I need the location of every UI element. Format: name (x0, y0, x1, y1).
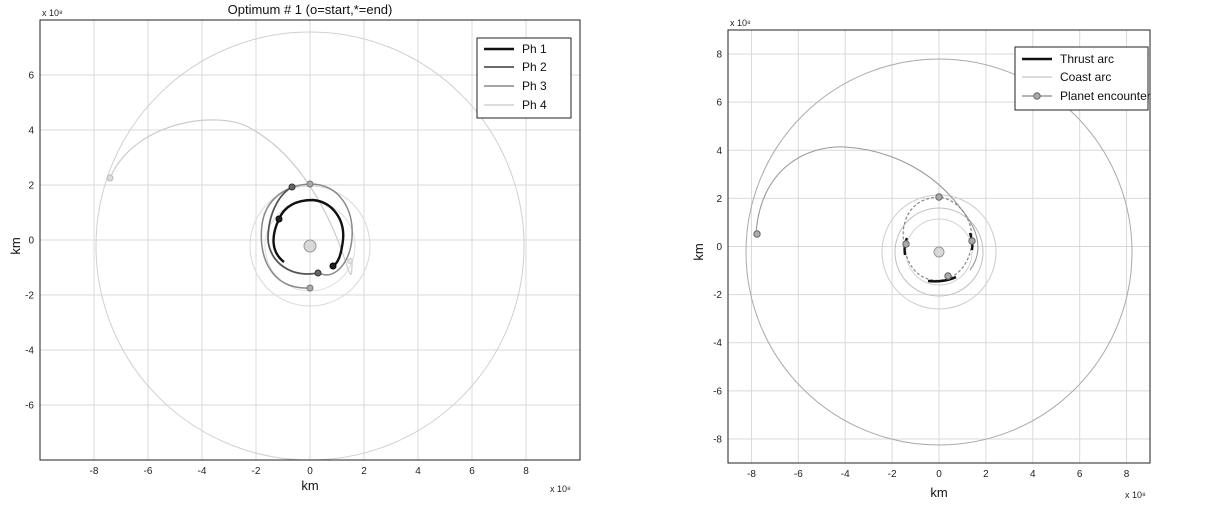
right-y-tick-label: -2 (713, 290, 722, 301)
right-x-tick-label: -8 (747, 469, 756, 480)
left-x-tick-label: 4 (415, 466, 421, 477)
right-legend-marker-encounter (1034, 93, 1040, 99)
left-x-tick-label: -6 (144, 466, 153, 477)
right-encounter-left (903, 241, 909, 247)
left-sun-marker (304, 240, 316, 252)
right-chart: -8 -6 -4 -2 0 2 4 6 8 -8 -6 -4 -2 0 2 4 6 8 km km x 10⁸ x… (691, 18, 1151, 500)
left-legend-label-ph4: Ph 4 (522, 98, 547, 112)
left-y-tick-label: 4 (28, 126, 34, 137)
right-legend: Thrust arc Coast arc Planet encounter (1015, 47, 1151, 110)
right-y-tick-label: -6 (713, 386, 722, 397)
right-legend-label-thrust: Thrust arc (1060, 52, 1114, 66)
left-marker-bottom-right (315, 270, 321, 276)
left-chart: -8 -6 -4 -2 0 2 4 6 8 -6 -4 -2 0 2 4 6 Optimum # 1 (o=s… (8, 2, 580, 494)
left-x-axis-label: km (301, 478, 318, 493)
left-marker-top (307, 181, 313, 187)
right-y-tick-label: -4 (713, 338, 722, 349)
left-marker-top-left (289, 184, 295, 190)
right-x-tick-label: 6 (1077, 469, 1083, 480)
left-y-tick-label: 2 (28, 181, 34, 192)
right-encounter-far-left (754, 231, 760, 237)
right-sun-marker (934, 247, 944, 257)
right-x-tick-label: 8 (1124, 469, 1130, 480)
right-y-multiplier: x 10⁸ (730, 18, 751, 28)
left-x-multiplier: x 10⁸ (550, 484, 571, 494)
right-x-tick-label: -2 (888, 469, 897, 480)
right-legend-label-encounter: Planet encounter (1060, 89, 1151, 103)
left-legend-label-ph3: Ph 3 (522, 79, 547, 93)
left-y-multiplier: x 10⁸ (42, 8, 63, 18)
right-x-tick-label: -6 (794, 469, 803, 480)
right-encounter-right (969, 238, 975, 244)
left-y-axis-label: km (8, 237, 23, 254)
left-y-tick-label: 6 (28, 71, 34, 82)
right-x-tick-label: -4 (841, 469, 850, 480)
right-y-axis-label: km (691, 243, 706, 260)
left-y-tick-label: 0 (28, 236, 34, 247)
right-y-tick-label: 0 (716, 242, 722, 253)
left-x-tick-label: -2 (252, 466, 261, 477)
right-x-tick-label: 4 (1030, 469, 1036, 480)
left-chart-title: Optimum # 1 (o=start,*=end) (228, 2, 393, 17)
left-x-tick-label: 8 (523, 466, 529, 477)
right-y-tick-label: 4 (716, 146, 722, 157)
right-y-tick-label: -8 (713, 434, 722, 445)
right-y-tick-label: 8 (716, 50, 722, 61)
right-y-tick-label: 6 (716, 98, 722, 109)
left-y-tick-label: -2 (25, 291, 34, 302)
left-marker-start-ph4 (107, 175, 113, 181)
left-y-tick-label: -6 (25, 401, 34, 412)
right-encounter-top (936, 194, 942, 200)
right-encounter-bottom (945, 273, 951, 279)
left-marker-left (276, 216, 282, 222)
left-legend-label-ph2: Ph 2 (522, 60, 547, 74)
left-x-tick-label: 2 (361, 466, 367, 477)
left-legend: Ph 1 Ph 2 Ph 3 Ph 4 (477, 38, 571, 118)
right-x-tick-label: 2 (983, 469, 989, 480)
left-x-tick-label: -4 (198, 466, 207, 477)
left-y-tick-label: -4 (25, 346, 34, 357)
right-x-axis-label: km (930, 485, 947, 500)
right-legend-label-coast: Coast arc (1060, 70, 1111, 84)
right-y-tick-label: 2 (716, 194, 722, 205)
left-marker-right (330, 263, 336, 269)
left-marker-bottom (307, 285, 313, 291)
right-x-multiplier: x 10⁸ (1125, 490, 1146, 500)
left-marker-right-far (348, 259, 353, 264)
left-x-tick-label: -8 (90, 466, 99, 477)
right-x-tick-label: 0 (936, 469, 942, 480)
left-x-tick-label: 0 (307, 466, 313, 477)
left-x-tick-label: 6 (469, 466, 475, 477)
left-legend-label-ph1: Ph 1 (522, 42, 547, 56)
